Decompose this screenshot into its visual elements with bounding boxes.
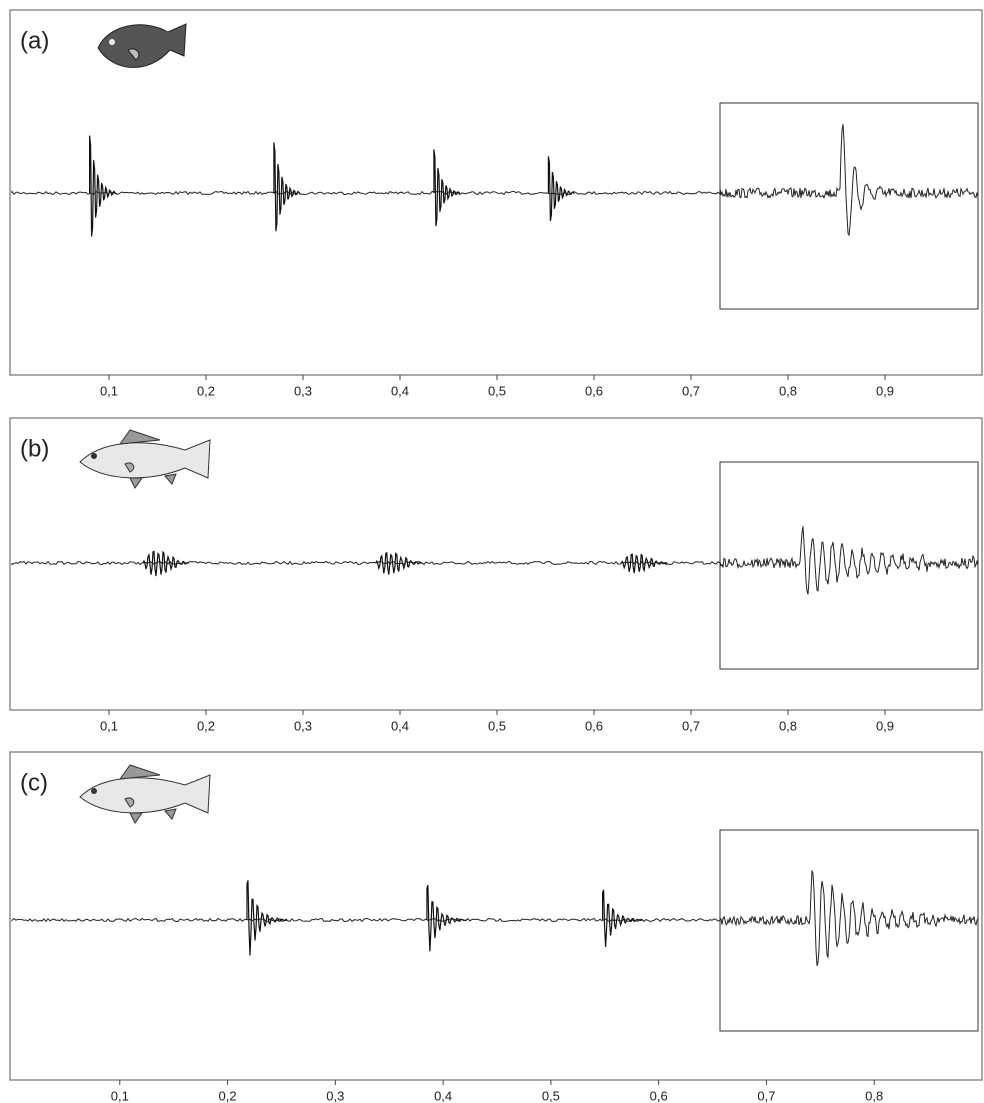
x-tick-label: 0,3 (294, 718, 312, 733)
x-tick-label: 0,4 (391, 383, 409, 398)
x-tick-label: 0,7 (757, 1088, 775, 1103)
pulse (90, 136, 116, 237)
x-tick-label: 0,8 (779, 383, 797, 398)
noise-trace (12, 562, 720, 565)
x-tick-label: 0,3 (326, 1088, 344, 1103)
panel-label: (c) (20, 769, 48, 796)
fish-icon (80, 765, 210, 823)
x-tick-label: 0,2 (197, 718, 215, 733)
pulse (274, 143, 300, 232)
pulse (427, 885, 467, 951)
x-tick-label: 0,1 (100, 718, 118, 733)
x-tick-label: 0,6 (650, 1088, 668, 1103)
x-tick-label: 0,3 (294, 383, 312, 398)
x-tick-label: 0,9 (876, 383, 894, 398)
pulse (548, 156, 574, 221)
inset-trace (720, 526, 978, 594)
fish-icon (80, 430, 210, 488)
x-tick-label: 0,5 (488, 383, 506, 398)
x-tick-label: 0,6 (585, 383, 603, 398)
inset-trace (720, 871, 978, 966)
panel-label: (b) (20, 435, 49, 462)
panel-label: (a) (20, 27, 49, 54)
inset-frame (720, 103, 978, 309)
x-tick-label: 0,5 (488, 718, 506, 733)
x-tick-label: 0,2 (197, 383, 215, 398)
figure: (a) 0,1 0,2 0,3 0,4 0,5 0,6 0,7 0,8 0,9 (b) 0,1 0,2 0… (0, 0, 984, 1103)
pulse (247, 880, 287, 955)
x-tick-label: 0,7 (682, 718, 700, 733)
x-tick-label: 0,6 (585, 718, 603, 733)
x-tick-label: 0,4 (434, 1088, 452, 1103)
x-tick-label: 0,2 (219, 1088, 237, 1103)
x-tick-label: 0,8 (779, 718, 797, 733)
x-tick-label: 0,7 (682, 383, 700, 398)
x-tick-label: 0,5 (542, 1088, 560, 1103)
pulse (143, 552, 189, 577)
x-tick-label: 0,1 (111, 1088, 129, 1103)
fish-icon (98, 24, 186, 67)
x-tick-label: 0,8 (865, 1088, 883, 1103)
inset-trace (720, 124, 978, 235)
x-tick-label: 0,4 (391, 718, 409, 733)
x-tick-label: 0,1 (100, 383, 118, 398)
noise-trace (12, 192, 720, 195)
x-tick-label: 0,9 (876, 718, 894, 733)
pulse (603, 890, 643, 947)
pulse (434, 149, 460, 226)
